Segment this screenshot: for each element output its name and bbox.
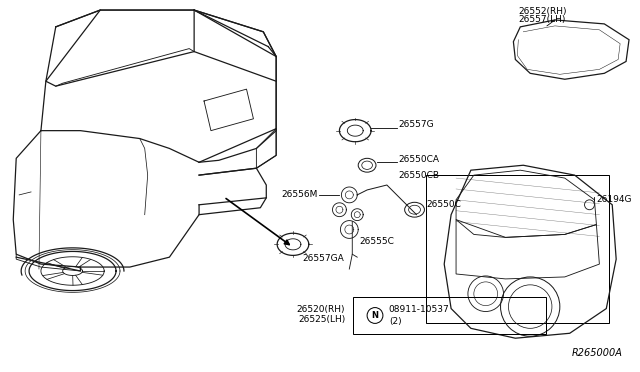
Text: 08911-10537: 08911-10537 [389,305,449,314]
Text: 26520(RH): 26520(RH) [297,305,346,314]
Text: 26555C: 26555C [359,237,394,246]
Bar [426,175,609,323]
Text: 26550CB: 26550CB [399,171,440,180]
Text: N: N [371,311,378,320]
Text: 26552(RH): 26552(RH) [518,7,567,16]
Text: 26550CA: 26550CA [399,155,440,164]
Bar [353,297,546,334]
Text: 26557GA: 26557GA [303,254,344,263]
Text: 26194G: 26194G [596,195,632,204]
Text: (2): (2) [389,317,401,326]
Text: 26556M: 26556M [282,190,317,199]
Text: 26557(LH): 26557(LH) [518,15,566,24]
Text: 26557G: 26557G [399,120,435,129]
Text: 26525(LH): 26525(LH) [298,315,346,324]
Text: 26550C: 26550C [426,200,461,209]
Text: R265000A: R265000A [572,348,622,358]
